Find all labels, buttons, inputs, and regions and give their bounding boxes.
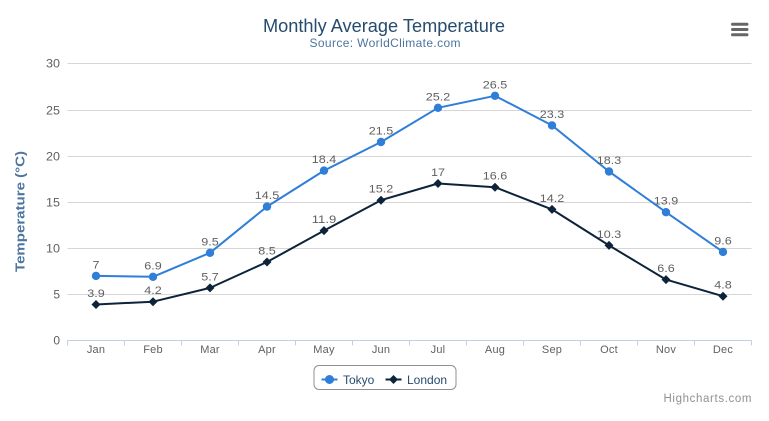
svg-text:6.6: 6.6 [657, 263, 675, 275]
svg-text:Jul: Jul [431, 344, 446, 356]
svg-text:Monthly Average Temperature: Monthly Average Temperature [263, 15, 505, 36]
svg-text:Tokyo: Tokyo [343, 373, 375, 387]
svg-text:6.9: 6.9 [144, 260, 162, 272]
svg-text:Jan: Jan [87, 344, 105, 356]
svg-text:Temperature (°C): Temperature (°C) [14, 151, 28, 272]
svg-text:London: London [407, 373, 447, 387]
svg-text:Mar: Mar [200, 344, 220, 356]
svg-text:Apr: Apr [258, 344, 276, 356]
svg-text:10: 10 [46, 242, 60, 256]
svg-text:8.5: 8.5 [258, 246, 276, 258]
svg-text:7: 7 [93, 259, 100, 271]
svg-text:16.6: 16.6 [483, 171, 508, 183]
svg-text:20: 20 [46, 150, 60, 164]
svg-text:4.8: 4.8 [714, 280, 732, 292]
svg-text:5: 5 [53, 288, 60, 302]
svg-text:25: 25 [46, 104, 60, 118]
svg-text:Jun: Jun [372, 344, 390, 356]
svg-text:9.5: 9.5 [201, 236, 219, 248]
svg-text:3.9: 3.9 [87, 288, 105, 300]
svg-text:15.2: 15.2 [369, 184, 394, 196]
svg-text:30: 30 [46, 57, 60, 71]
svg-text:Highcharts.com: Highcharts.com [664, 393, 752, 405]
svg-text:10.3: 10.3 [597, 229, 622, 241]
svg-text:4.2: 4.2 [144, 285, 162, 297]
svg-text:5.7: 5.7 [201, 271, 219, 283]
svg-text:Aug: Aug [485, 344, 505, 356]
svg-text:18.3: 18.3 [597, 155, 622, 167]
svg-text:9.6: 9.6 [714, 235, 732, 247]
svg-text:Feb: Feb [143, 344, 163, 356]
svg-text:13.9: 13.9 [654, 196, 679, 208]
svg-text:Sep: Sep [542, 344, 562, 356]
svg-text:26.5: 26.5 [483, 79, 508, 91]
svg-text:21.5: 21.5 [369, 126, 394, 138]
svg-text:23.3: 23.3 [540, 109, 565, 121]
svg-text:18.4: 18.4 [312, 154, 337, 166]
svg-text:14.2: 14.2 [540, 193, 565, 205]
svg-text:Oct: Oct [600, 344, 618, 356]
svg-text:0: 0 [53, 334, 60, 348]
svg-text:25.2: 25.2 [426, 91, 451, 103]
svg-text:11.9: 11.9 [312, 214, 337, 226]
svg-text:14.5: 14.5 [255, 190, 280, 202]
svg-text:17: 17 [431, 167, 445, 179]
svg-text:15: 15 [46, 196, 60, 210]
svg-text:Source: WorldClimate.com: Source: WorldClimate.com [310, 36, 461, 50]
svg-text:Nov: Nov [656, 344, 676, 356]
svg-text:May: May [313, 344, 335, 356]
svg-text:Dec: Dec [713, 344, 733, 356]
